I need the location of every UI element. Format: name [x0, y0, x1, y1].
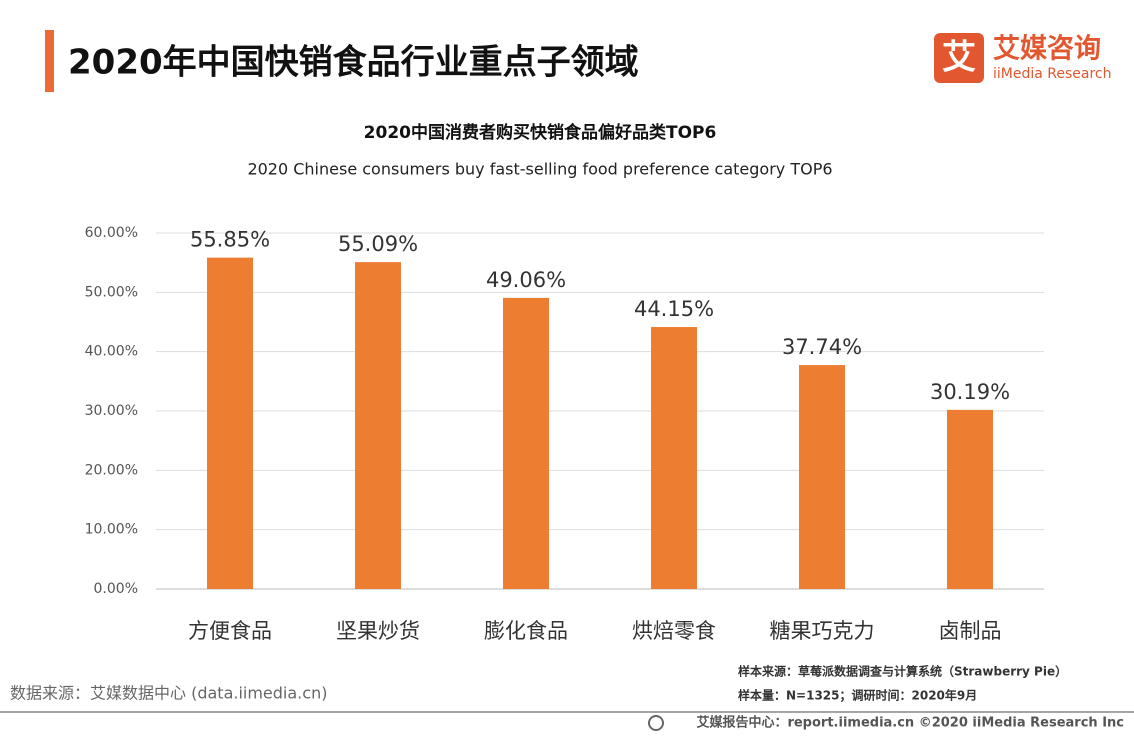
- bar: [947, 409, 993, 589]
- logo-icon: [934, 33, 984, 83]
- value-label: 49.06%: [486, 268, 566, 292]
- x-tick-label: 卤制品: [939, 619, 1002, 643]
- sample-source: 样本来源：草莓派数据调查与计算系统（Strawberry Pie）: [738, 664, 1067, 679]
- x-tick-label: 膨化食品: [484, 619, 568, 643]
- logo-name-en: iiMedia Research: [993, 66, 1112, 82]
- page-title: 2020年中国快销食品行业重点子领域: [68, 43, 639, 83]
- chart-title: 2020中国消费者购买快销食品偏好品类TOP6: [364, 122, 717, 143]
- title-accent: [45, 30, 54, 92]
- value-label: 55.85%: [190, 228, 270, 252]
- logo-name: 艾媒咨询: [993, 33, 1101, 65]
- bar: [799, 365, 845, 589]
- y-tick-label: 60.00%: [85, 225, 138, 241]
- x-tick-label: 坚果炒货: [336, 619, 420, 643]
- y-tick-label: 40.00%: [85, 344, 138, 360]
- value-label: 55.09%: [338, 232, 418, 256]
- copyright: 艾媒报告中心：report.iimedia.cn ©2020 iiMedia R…: [696, 715, 1124, 731]
- value-label: 44.15%: [634, 297, 714, 321]
- y-tick-label: 30.00%: [85, 403, 138, 419]
- y-tick-label: 0.00%: [94, 581, 138, 597]
- plot: 0.00% 10.00% 20.00% 30.00% 40.00% 50.00% 60.00…: [85, 225, 1044, 643]
- bar: [207, 257, 253, 589]
- y-tick-label: 50.00%: [85, 284, 138, 300]
- value-label: 37.74%: [782, 335, 862, 359]
- x-tick-label: 烘焙零食: [632, 619, 716, 643]
- chart-subtitle: 2020 Chinese consumers buy fast-selling …: [247, 160, 832, 179]
- x-tick-label: 糖果巧克力: [770, 619, 875, 643]
- bar: [355, 262, 401, 589]
- data-source: 数据来源：艾媒数据中心 (data.iimedia.cn): [10, 684, 327, 703]
- bar: [651, 327, 697, 589]
- globe-icon: [648, 715, 664, 731]
- y-tick-label: 20.00%: [85, 462, 138, 478]
- value-label: 30.19%: [930, 380, 1010, 404]
- bar: [503, 297, 549, 589]
- logo-icon-text: 艾: [942, 38, 976, 78]
- sample-size: 样本量：N=1325；调研时间：2020年9月: [738, 688, 977, 703]
- x-tick-label: 方便食品: [188, 619, 272, 643]
- y-tick-label: 10.00%: [85, 522, 138, 538]
